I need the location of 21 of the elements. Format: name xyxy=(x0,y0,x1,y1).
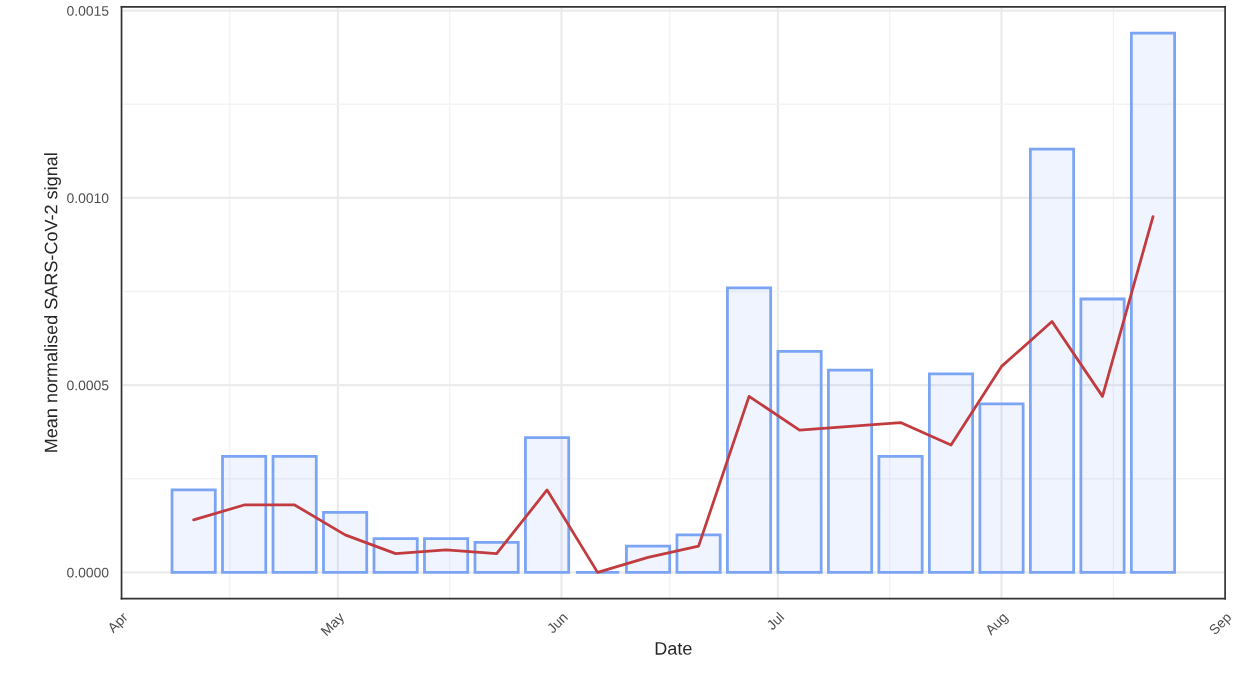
bar xyxy=(1129,31,1177,574)
bar xyxy=(927,372,975,574)
bar xyxy=(1079,297,1126,574)
line-series xyxy=(192,215,1155,574)
bar xyxy=(170,488,217,574)
bar xyxy=(675,533,722,574)
bar xyxy=(221,454,268,574)
bar xyxy=(524,436,571,574)
bar xyxy=(473,541,520,574)
bar xyxy=(978,402,1025,574)
bar xyxy=(877,454,924,574)
y-axis-title: Mean normalised SARS-CoV-2 signal xyxy=(44,153,61,452)
x-axis-title: Date xyxy=(655,642,692,655)
bar xyxy=(827,368,874,574)
bar xyxy=(372,537,419,574)
bar xyxy=(423,537,470,574)
bar xyxy=(776,350,823,574)
bar xyxy=(1028,147,1076,574)
bar xyxy=(726,286,773,574)
bar xyxy=(271,454,318,574)
bar xyxy=(322,511,369,574)
